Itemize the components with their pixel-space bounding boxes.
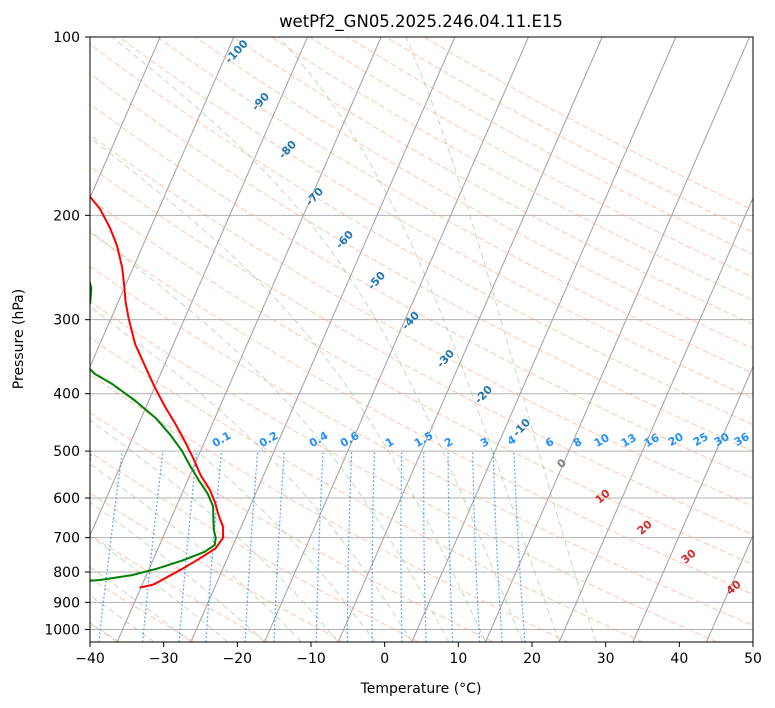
isotherm-line — [558, 196, 753, 642]
dry-adiabat-line — [90, 43, 753, 426]
x-tick-label: −30 — [149, 651, 179, 667]
dry-adiabat-line — [118, 37, 753, 400]
dry-adiabat-line — [90, 231, 753, 595]
isotherm-line — [706, 534, 753, 642]
isotherm-line — [190, 37, 456, 642]
dry-adiabat-line — [156, 37, 753, 374]
x-tick-label: −40 — [75, 651, 105, 667]
dry-adiabat-line — [90, 374, 569, 642]
isotherm-lines — [90, 37, 753, 642]
y-tick-label: 600 — [53, 491, 80, 507]
dry-adiabat-line — [90, 300, 718, 642]
isotherm-line — [264, 37, 529, 642]
dry-adiabat-line — [90, 412, 494, 642]
y-tick-label: 500 — [53, 444, 80, 460]
x-tick-label: 10 — [449, 651, 467, 667]
isotherm-line — [485, 37, 750, 642]
mixing-ratio-line — [205, 451, 223, 642]
profile-series — [90, 195, 225, 589]
mixing-ratio-line — [98, 451, 123, 642]
chart-title: wetPf2_GN05.2025.246.04.11.E15 — [279, 12, 563, 32]
moist-adiabat-line — [111, 37, 523, 642]
x-tick-label: 20 — [523, 651, 541, 667]
dry-adiabat-line — [90, 198, 753, 565]
profile-line — [90, 279, 217, 582]
moist-adiabat-line — [90, 230, 450, 642]
x-tick-label: −20 — [223, 651, 253, 667]
isotherm-line — [90, 37, 235, 368]
dry-adiabat-line — [90, 103, 753, 479]
moist-adiabat-line — [90, 594, 155, 642]
mixing-ratio-line — [178, 451, 198, 642]
moist-adiabat-line — [90, 136, 486, 642]
plot-background — [90, 37, 753, 642]
dry-adiabat-line — [90, 451, 419, 642]
y-tick-label: 1000 — [44, 622, 80, 638]
moist-adiabat-line — [90, 419, 339, 642]
x-tick-label: 50 — [744, 651, 762, 667]
mixing-ratio-lines — [12, 451, 526, 642]
y-tick-label: 700 — [53, 531, 80, 547]
isotherm-line — [116, 37, 382, 642]
x-tick-label: −10 — [296, 651, 326, 667]
dry-adiabat-line — [90, 165, 753, 536]
x-tick-label: 0 — [380, 651, 389, 667]
moist-adiabat-line — [90, 367, 376, 642]
y-tick-label: 400 — [53, 387, 80, 403]
y-tick-label: 100 — [53, 30, 80, 46]
dry-adiabat-line — [90, 577, 195, 642]
dry-adiabat-line — [90, 337, 643, 642]
moist-adiabat-line — [90, 305, 413, 642]
y-tick-label: 300 — [53, 313, 80, 329]
mixing-ratio-line — [142, 451, 164, 642]
y-tick-label: 200 — [53, 208, 80, 224]
y-tick-label: 800 — [53, 565, 80, 581]
moist-adiabat-line — [405, 37, 597, 642]
x-axis-label: Temperature (°C) — [360, 681, 482, 697]
isotherm-line — [632, 365, 753, 642]
dry-adiabat-line — [90, 534, 270, 642]
x-tick-label: 30 — [597, 651, 615, 667]
plot-frame — [89, 36, 754, 643]
moist-adiabat-line — [278, 37, 560, 642]
isotherm-line — [411, 37, 677, 642]
y-axis-ticks: 1000 900 800 700 600 500 400 300 200 100 — [44, 30, 90, 638]
profile-line — [90, 195, 225, 589]
mixing-ratio-line — [12, 451, 42, 642]
y-axis-label: Pressure (hPa) — [11, 289, 27, 389]
x-tick-label: 40 — [670, 651, 688, 667]
isotherm-line — [90, 37, 161, 200]
dry-adiabat-lines — [90, 37, 753, 642]
dry-adiabat-line — [90, 134, 753, 507]
moist-adiabat-line — [90, 501, 265, 642]
dry-adiabat-line — [233, 37, 753, 325]
isotherm-line — [337, 37, 603, 642]
moist-adiabat-lines — [90, 37, 597, 642]
y-tick-label: 900 — [53, 595, 80, 611]
x-axis-ticks: −40 −30 −20 −10 0 10 20 30 40 50 — [75, 642, 762, 667]
isotherm-line — [90, 37, 308, 537]
dry-adiabat-line — [90, 73, 753, 452]
